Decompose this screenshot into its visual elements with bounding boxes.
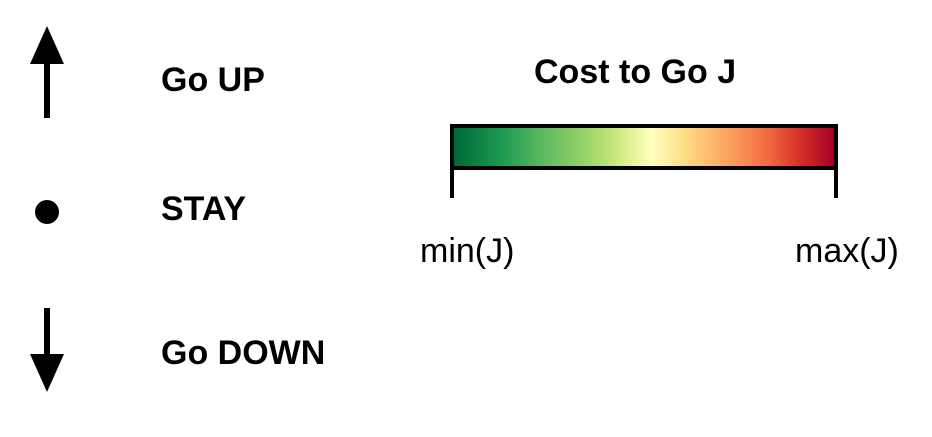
max-tick — [834, 168, 838, 198]
arrow-down-icon — [30, 308, 64, 392]
stay-label: STAY — [161, 190, 247, 228]
colorbar-title: Cost to Go J — [534, 53, 737, 91]
max-label: max(J) — [795, 232, 899, 270]
cost-colorbar — [450, 124, 838, 170]
dot-icon — [35, 200, 59, 224]
min-tick — [450, 168, 454, 198]
min-label: min(J) — [420, 232, 515, 270]
go-up-label: Go UP — [161, 61, 265, 99]
go-down-label: Go DOWN — [161, 334, 326, 372]
arrow-up-icon — [30, 26, 64, 118]
